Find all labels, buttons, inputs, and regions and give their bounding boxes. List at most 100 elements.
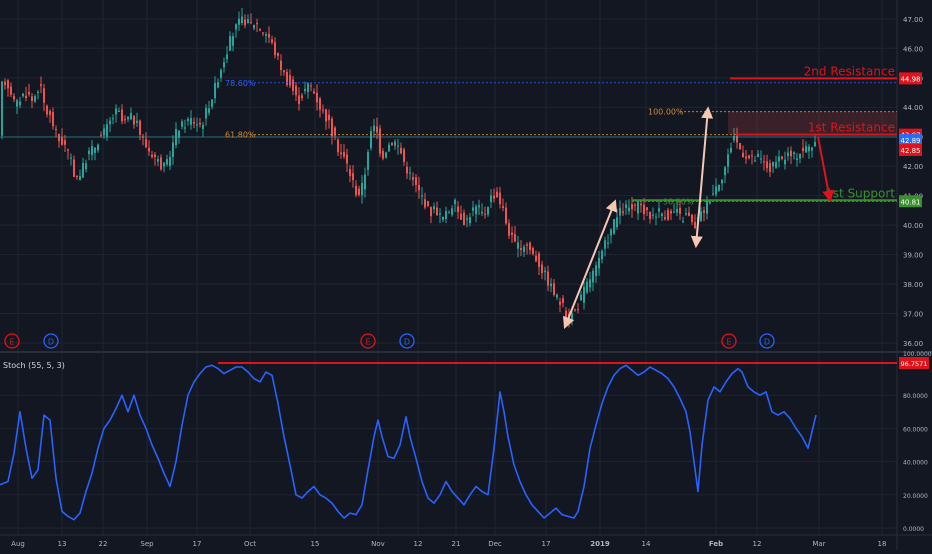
candle-body	[91, 146, 93, 156]
candle-body	[637, 201, 639, 214]
candle-body	[40, 84, 42, 86]
candle	[640, 201, 642, 213]
candle	[397, 138, 399, 155]
candle	[622, 203, 624, 216]
candle	[721, 178, 723, 191]
fib-382-label: 38.20%	[663, 198, 694, 207]
price-axis-tick-label: 39.00	[903, 252, 923, 260]
candle-body	[31, 96, 33, 102]
candle	[166, 154, 168, 167]
candle-body	[700, 211, 702, 222]
candle	[751, 149, 753, 165]
candle-body	[436, 207, 438, 216]
candle-body	[739, 143, 741, 150]
candle-body	[37, 91, 39, 94]
earnings-marker[interactable]: E	[721, 333, 737, 349]
candle-body	[553, 283, 555, 295]
candle	[238, 11, 240, 31]
candle	[688, 206, 690, 217]
candle-body	[631, 204, 633, 210]
candle-body	[742, 152, 744, 158]
candle-body	[76, 175, 78, 178]
candle	[430, 206, 432, 224]
candle	[736, 127, 738, 149]
candle	[556, 293, 558, 301]
candle-body	[334, 127, 336, 136]
candle	[775, 155, 777, 169]
candle-body	[49, 111, 51, 115]
candle-body	[424, 199, 426, 208]
candle	[274, 37, 276, 59]
earnings-marker[interactable]: E	[360, 333, 376, 349]
candle-body	[718, 184, 720, 191]
candle	[205, 104, 207, 126]
fib-zone-shade	[728, 111, 897, 135]
candle-body	[790, 150, 792, 157]
candle-body	[64, 140, 66, 145]
candle-body	[232, 36, 234, 46]
candle-body	[412, 177, 414, 180]
candle-body	[370, 131, 372, 149]
candle	[439, 208, 441, 224]
candle-body	[505, 207, 507, 224]
candle	[484, 206, 486, 219]
candle-body	[802, 147, 804, 152]
candle-body	[181, 121, 183, 127]
candle	[262, 32, 264, 37]
dividend-marker[interactable]: D	[43, 333, 59, 349]
candle	[664, 210, 666, 221]
candle	[346, 148, 348, 173]
candle-body	[655, 216, 657, 218]
dividend-marker[interactable]: D	[759, 333, 775, 349]
candle-body	[358, 188, 360, 195]
candle-body	[7, 80, 9, 89]
candle	[55, 125, 57, 138]
candle-body	[592, 270, 594, 283]
price-axis-tick-label: 36.00	[903, 340, 923, 348]
candle-body	[388, 144, 390, 152]
candle	[490, 189, 492, 209]
candle	[613, 219, 615, 236]
candle-body	[271, 39, 273, 43]
candle	[466, 214, 468, 228]
candle	[511, 226, 513, 243]
upswing-arrow-2	[690, 106, 714, 249]
candle	[97, 143, 99, 153]
candle-body	[619, 207, 621, 216]
candle	[382, 148, 384, 161]
candle	[652, 207, 654, 220]
candle	[499, 186, 501, 209]
candle-body	[658, 208, 660, 212]
candle	[328, 109, 330, 129]
candle-body	[97, 144, 99, 151]
candle	[559, 297, 561, 313]
candle	[268, 26, 270, 44]
candle	[358, 185, 360, 197]
candle-body	[763, 161, 765, 163]
candle	[469, 213, 471, 227]
candle-body	[304, 88, 306, 92]
candle-body	[811, 147, 813, 151]
candle	[349, 165, 351, 183]
candle	[136, 112, 138, 128]
candle	[340, 143, 342, 159]
candle-body	[628, 207, 630, 212]
candle-body	[589, 279, 591, 288]
candle-body	[448, 212, 450, 214]
candle	[523, 244, 525, 257]
candle	[364, 167, 366, 198]
candle	[424, 192, 426, 210]
candle-body	[445, 211, 447, 219]
candle-body	[148, 147, 150, 152]
candle	[319, 96, 321, 118]
dividend-marker[interactable]: D	[399, 333, 415, 349]
candle	[661, 212, 663, 221]
candle-body	[781, 156, 783, 159]
candle	[145, 132, 147, 149]
candle-body	[421, 195, 423, 197]
candle-body	[136, 120, 138, 123]
earnings-marker[interactable]: E	[4, 333, 20, 349]
candle-body	[787, 152, 789, 157]
event-marker-circle	[721, 333, 737, 349]
